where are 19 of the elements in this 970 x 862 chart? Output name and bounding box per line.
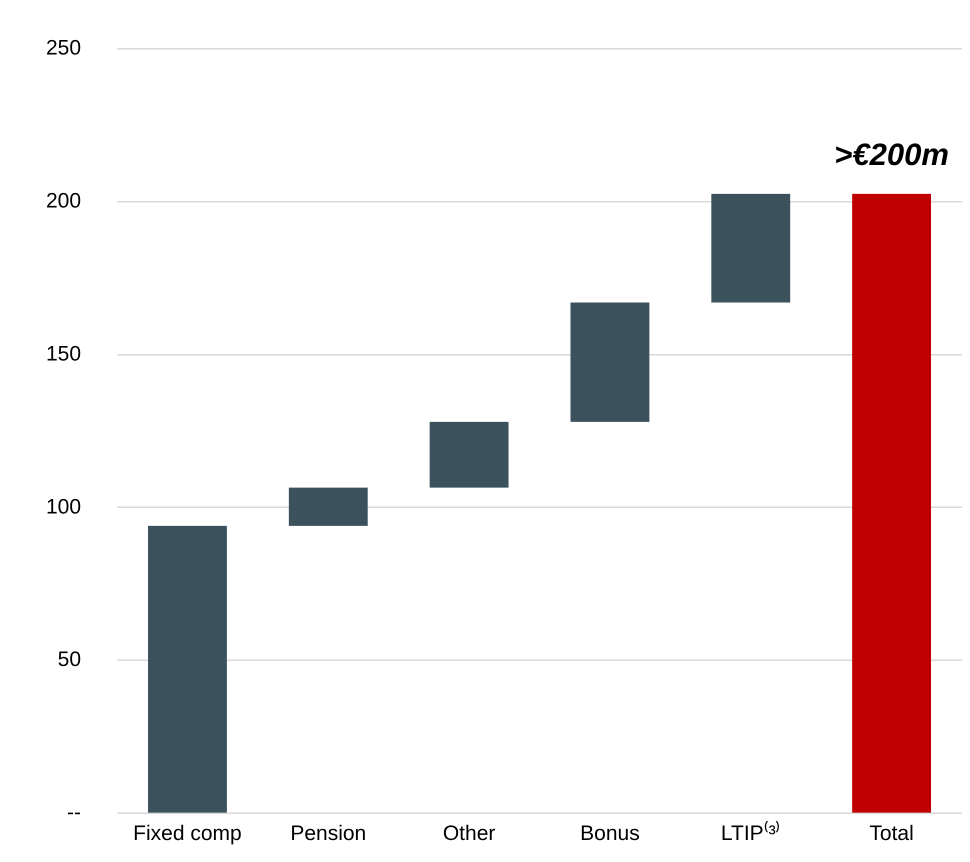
bar xyxy=(570,302,650,422)
x-tick-label: Bonus xyxy=(580,822,640,845)
y-tick-label: 150 xyxy=(46,342,82,366)
bar xyxy=(148,526,227,813)
y-tick-label: 100 xyxy=(46,495,82,518)
bar xyxy=(288,488,368,526)
bar xyxy=(430,422,509,488)
y-tick-label: 200 xyxy=(46,189,82,212)
bar xyxy=(711,194,790,303)
x-tick-label: Pension xyxy=(290,822,366,845)
y-tick-label: -- xyxy=(67,801,82,824)
x-tick-label: Other xyxy=(442,822,496,845)
annotation: >€200m xyxy=(834,136,949,172)
x-tick-label: Total xyxy=(869,822,914,845)
bar xyxy=(852,194,932,813)
x-tick-label: LTIP⁽³⁾ xyxy=(720,820,781,845)
y-tick-label: 250 xyxy=(46,36,82,60)
x-tick-label: Fixed comp xyxy=(133,822,242,845)
y-tick-label: 50 xyxy=(58,648,82,672)
